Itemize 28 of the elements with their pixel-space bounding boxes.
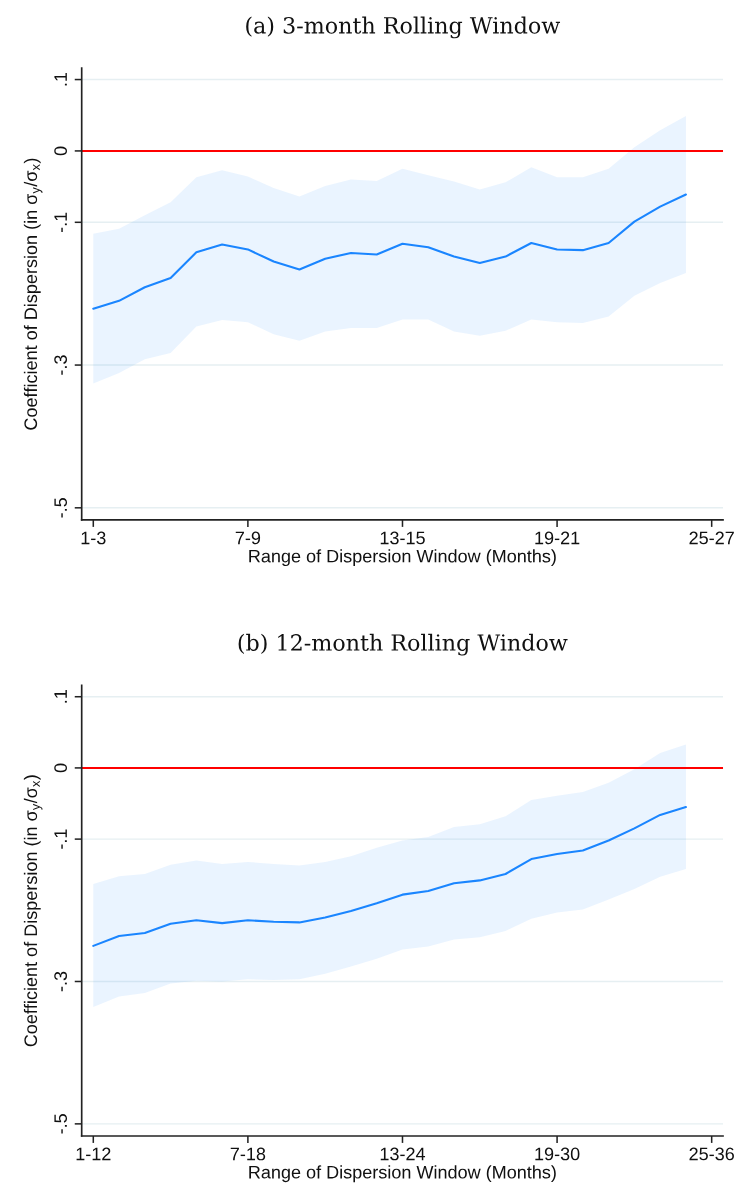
x-tick-label: 7-9: [235, 531, 261, 545]
chart-title: (b) 12-month Rolling Window: [238, 633, 568, 656]
y-tick-label: -.3: [54, 355, 68, 375]
x-tick-label: 13-15: [380, 531, 425, 545]
chart-title: (a) 3-month Rolling Window: [246, 16, 561, 39]
y-tick-label: -.3: [54, 971, 68, 992]
x-tick-label: 25-36: [689, 1147, 734, 1161]
x-axis-title: Range of Dispersion Window (Months): [249, 1165, 556, 1183]
y-tick-label: 0: [54, 763, 68, 773]
y-tick-label: -.1: [54, 829, 67, 849]
y-tick-label: .1: [54, 690, 67, 703]
x-tick-label: 19-30: [535, 1147, 580, 1161]
y-tick-label: .1: [54, 72, 67, 86]
x-tick-label: 1-12: [76, 1147, 111, 1161]
y-tick-label: -.5: [54, 1114, 68, 1134]
x-tick-label: 1-3: [81, 531, 106, 545]
line-series: [92, 806, 687, 947]
line-series: [92, 193, 687, 310]
x-axis-title: Range of Dispersion Window (Months): [249, 549, 556, 567]
y-tick-label: -.5: [54, 498, 68, 518]
x-tick-label: 7-18: [230, 1147, 266, 1161]
y-tick-label: 0: [54, 146, 68, 156]
x-tick-label: 25-27: [689, 531, 734, 545]
y-axis-title: Coefficient of Dispersion (in σ$_{y}$/σ$_{x}$): [23, 158, 43, 430]
x-tick-label: 19-21: [535, 531, 580, 545]
x-tick-label: 13-24: [380, 1147, 426, 1161]
y-axis-title: Coefficient of Dispersion (in σ$_{y}$/σ$_{x}$): [23, 775, 43, 1047]
y-tick-label: -.1: [54, 212, 67, 233]
